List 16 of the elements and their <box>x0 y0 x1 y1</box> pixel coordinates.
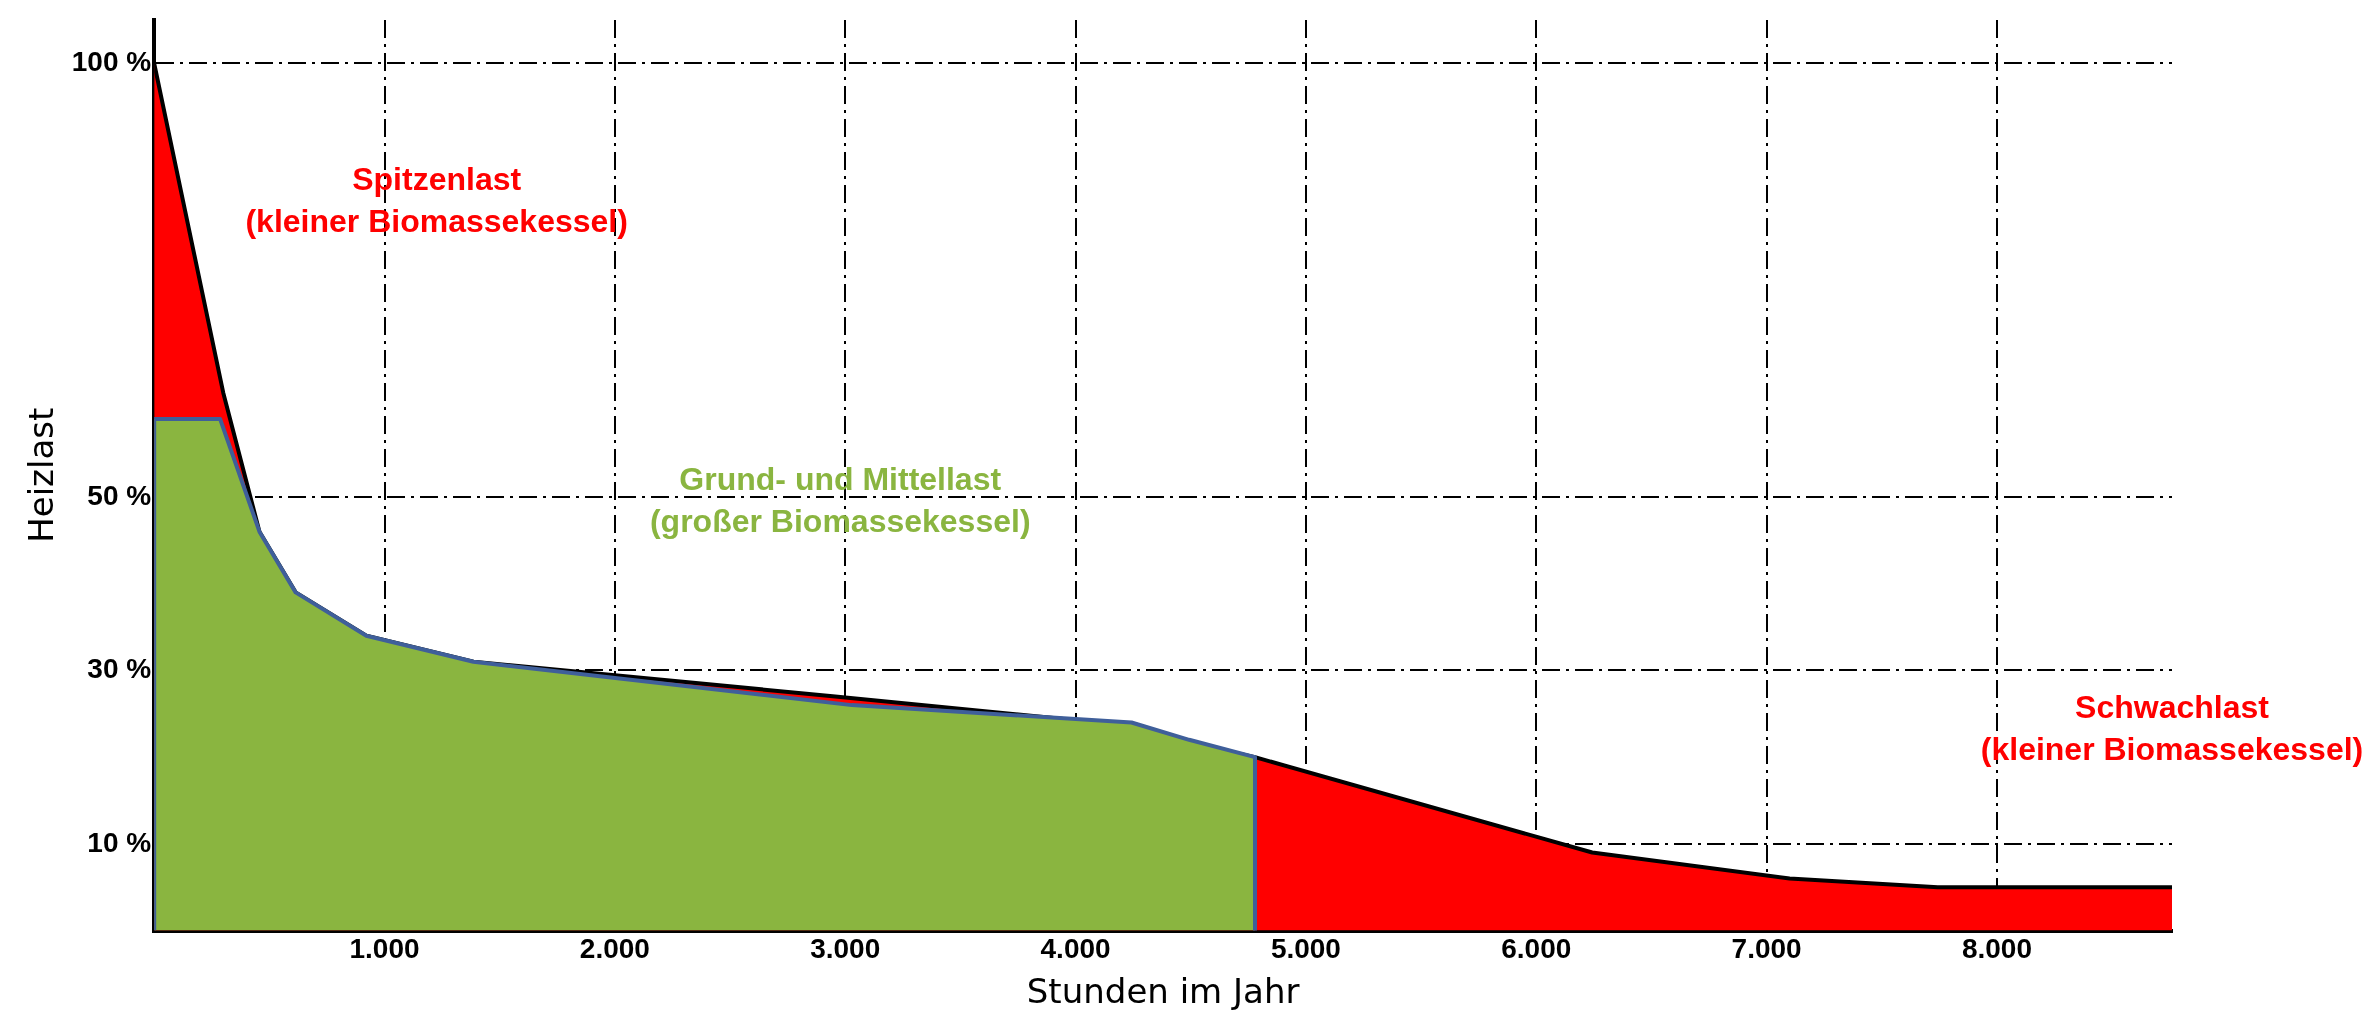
y-tick-label: 30 % <box>87 653 152 685</box>
x-tick-label: 5.000 <box>1270 933 1341 965</box>
x-axis-title: Stunden im Jahr <box>1026 971 1300 1012</box>
x-tick-label: 4.000 <box>1040 933 1111 965</box>
y-axis-title: Heizlast <box>21 407 62 543</box>
annotation: Spitzenlast (kleiner Biomassekessel) <box>245 160 628 239</box>
y-tick-label: 10 % <box>87 826 152 858</box>
x-tick-label: 6.000 <box>1501 933 1572 965</box>
x-tick-label: 8.000 <box>1961 933 2032 965</box>
x-tick-label: 3.000 <box>810 933 881 965</box>
x-tick-label: 1.000 <box>349 933 420 965</box>
x-tick-label: 2.000 <box>579 933 650 965</box>
annotation: Schwachlast (kleiner Biomassekessel) <box>1980 689 2364 768</box>
y-tick-label: 50 % <box>87 479 152 511</box>
y-tick-label: 100 % <box>71 46 152 78</box>
x-tick-label: 7.000 <box>1731 933 1802 965</box>
